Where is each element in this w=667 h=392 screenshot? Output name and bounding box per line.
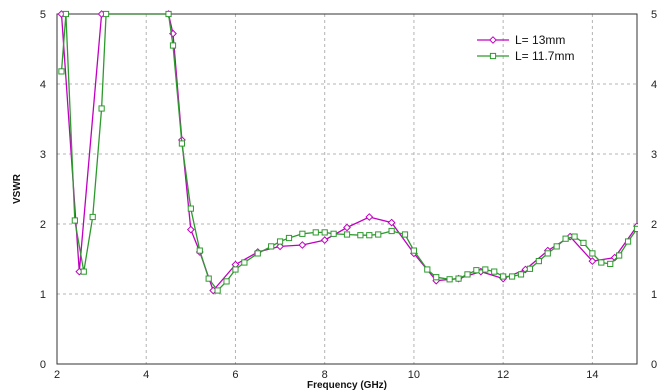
tick-labels: 2 4 6 8 10 12 140 01 12 23 34 45 5 (40, 9, 657, 381)
plot-area-frame (56, 13, 638, 365)
y-tick-label-left: 5 (40, 9, 46, 21)
data-point (298, 241, 307, 249)
y-axis-title: VSWR (12, 173, 23, 204)
data-point (616, 252, 623, 259)
data-point (321, 229, 328, 236)
data-point (571, 233, 578, 240)
data-point (343, 231, 351, 238)
data-point (633, 225, 638, 233)
y-tick-label-right: 0 (651, 359, 657, 371)
data-point (401, 231, 409, 238)
data-point (535, 258, 542, 265)
data-point (187, 205, 194, 212)
data-point (446, 276, 453, 283)
y-tick-label-right: 3 (651, 149, 657, 161)
data-point (80, 268, 87, 275)
data-point (268, 243, 275, 250)
data-point (366, 232, 373, 239)
data-point (562, 235, 569, 242)
series-layer (57, 10, 638, 295)
data-point (186, 225, 195, 234)
data-point (165, 10, 172, 18)
legend: L= 13mm L= 11.7mm (477, 33, 574, 63)
data-point (517, 271, 525, 278)
data-point (299, 230, 306, 237)
data-point (62, 10, 70, 18)
y-tick-label-left: 3 (40, 149, 46, 161)
data-point (205, 275, 212, 282)
data-point (375, 231, 382, 238)
x-tick-label: 6 (232, 369, 238, 381)
data-point (553, 243, 560, 250)
y-tick-label-right: 4 (651, 79, 657, 91)
y-tick-label-left: 2 (40, 219, 46, 231)
data-point (58, 68, 65, 75)
data-point (169, 42, 177, 49)
data-point (473, 267, 480, 274)
data-point (589, 250, 596, 257)
data-point (89, 213, 96, 221)
x-tick-label: 2 (54, 369, 60, 381)
y-tick-label-right: 2 (651, 219, 657, 231)
data-point (544, 250, 551, 257)
data-point (254, 250, 261, 257)
data-point (196, 247, 203, 254)
data-point (276, 238, 284, 245)
data-point (223, 278, 230, 285)
data-point (388, 227, 395, 235)
data-point (526, 265, 534, 272)
x-tick-label: 10 (408, 369, 420, 381)
y-tick-label-left: 0 (40, 359, 46, 371)
y-tick-label-left: 1 (40, 289, 46, 301)
data-point (455, 275, 462, 282)
data-point (598, 259, 605, 266)
x-axis-title: Frequency (GHz) (307, 380, 387, 391)
data-point (320, 236, 329, 245)
data-point (433, 274, 440, 281)
data-point (71, 217, 78, 224)
y-tick-label-right: 1 (651, 289, 657, 301)
data-point (508, 273, 516, 280)
data-point (491, 268, 498, 275)
data-point (98, 105, 105, 112)
data-point (387, 218, 396, 227)
data-point (588, 257, 597, 266)
legend-marker-1 (489, 36, 497, 44)
x-tick-label: 12 (497, 369, 509, 381)
data-point (312, 229, 319, 236)
data-point (102, 10, 110, 18)
data-point (580, 239, 587, 247)
data-point (464, 271, 471, 278)
y-tick-label-right: 5 (651, 9, 657, 21)
data-point (232, 266, 239, 273)
data-point (343, 223, 351, 232)
data-point (482, 266, 489, 273)
x-tick-label: 8 (322, 369, 328, 381)
data-point (276, 242, 284, 251)
data-point (500, 273, 507, 280)
data-point (424, 266, 431, 273)
data-point (410, 247, 418, 254)
y-tick-label-left: 4 (40, 79, 46, 91)
data-point (624, 238, 632, 245)
data-point (285, 234, 293, 242)
data-point (214, 287, 221, 294)
data-point (330, 230, 337, 237)
data-point (357, 232, 364, 239)
data-point (241, 259, 248, 266)
series-2 (58, 10, 638, 294)
data-point (365, 213, 374, 221)
legend-marker-2 (489, 52, 497, 60)
data-point (607, 260, 614, 267)
x-tick-label: 14 (586, 369, 598, 381)
legend-label-2: L= 11.7mm (515, 49, 574, 63)
data-point (178, 140, 186, 147)
x-tick-label: 4 (143, 369, 149, 381)
legend-label-1: L= 13mm (515, 33, 565, 47)
